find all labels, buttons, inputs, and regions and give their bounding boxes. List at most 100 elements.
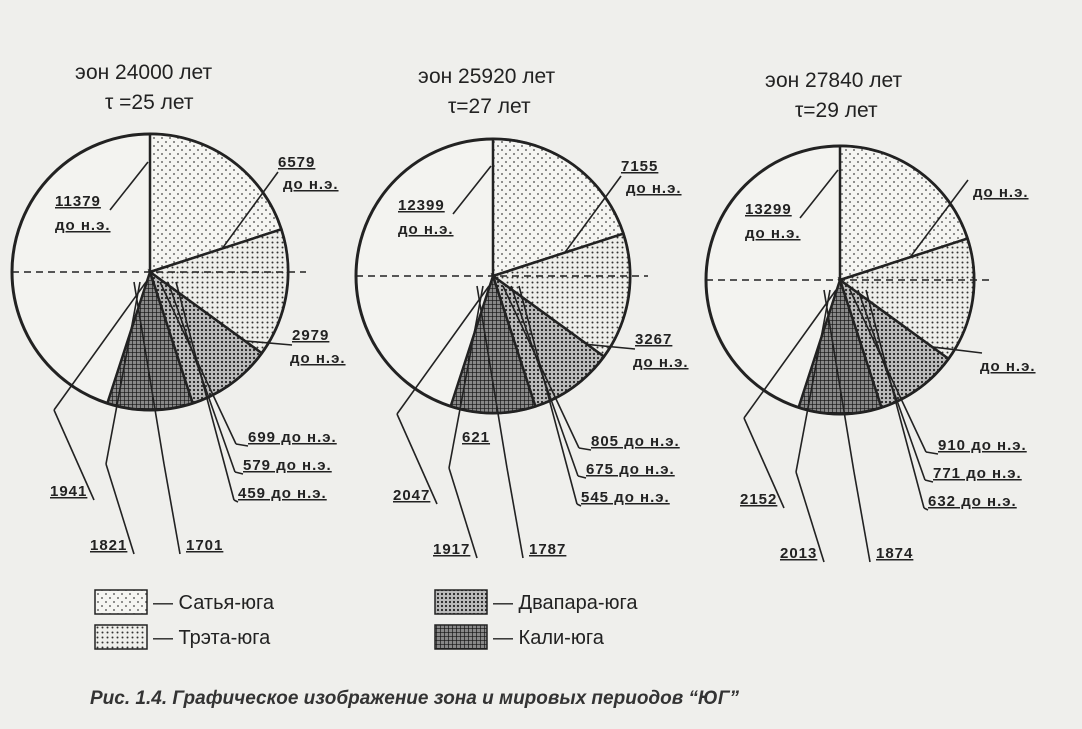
leader-line: [743, 417, 785, 509]
sector: [797, 275, 883, 416]
diagram-title: эон 24000 лет: [75, 61, 213, 84]
leader-line: [577, 475, 587, 479]
sector: [449, 271, 537, 415]
leader-line: [923, 507, 929, 511]
leader-line: [133, 281, 165, 465]
date-label: до н.э.: [290, 350, 346, 367]
date-label: до н.э.: [55, 217, 111, 234]
date-label: 1917: [433, 541, 470, 558]
leader-line: [452, 165, 492, 215]
legend-label: — Кали-юга: [493, 627, 605, 649]
legend-label: — Сатья-юга: [153, 592, 275, 614]
date-label: 12399: [398, 197, 445, 214]
date-label: 699 до н.э.: [248, 429, 337, 446]
date-label: 13299: [745, 201, 792, 218]
leader-line: [823, 289, 855, 473]
date-label: 2152: [740, 491, 777, 508]
legend-label: — Трэта-юга: [153, 627, 271, 649]
date-label: 1941: [50, 483, 87, 500]
date-label: 632 до н.э.: [928, 493, 1017, 510]
leader-line: [234, 471, 244, 475]
leader-line: [476, 285, 508, 469]
leader-line: [795, 289, 831, 473]
leader-line: [578, 447, 592, 451]
sector: [490, 272, 606, 408]
date-label: до н.э.: [633, 354, 689, 371]
leader-line: [235, 443, 249, 447]
date-label: до н.э.: [626, 180, 682, 197]
leader-line: [743, 289, 837, 419]
leader-line: [506, 467, 524, 559]
sector: [838, 144, 970, 282]
date-label: до н.э.: [980, 358, 1036, 375]
leader-line: [564, 175, 622, 254]
leader-line: [587, 343, 636, 350]
leader-line: [925, 451, 939, 455]
diagram-title: эон 27840 лет: [765, 69, 903, 92]
diagram-subtitle: τ =25 лет: [105, 91, 194, 114]
leader-line: [518, 285, 578, 505]
sector: [147, 268, 264, 405]
leader-line: [865, 289, 925, 509]
date-label: до н.э.: [973, 184, 1029, 201]
diagram-title: эон 25920 лет: [418, 65, 556, 88]
date-label: 459 до н.э.: [238, 485, 327, 502]
leader-line: [396, 413, 438, 505]
date-label: 675 до н.э.: [586, 461, 675, 478]
diagram-subtitle: τ=27 лет: [448, 95, 531, 118]
sector: [490, 232, 632, 359]
sector: [837, 276, 951, 410]
date-label: 771 до н.э.: [933, 465, 1022, 482]
date-label: 910 до н.э.: [938, 437, 1027, 454]
caption: Рис. 1.4. Графическое изображение зона и…: [90, 688, 739, 709]
date-label: 621: [462, 429, 490, 446]
date-label: 6579: [278, 154, 315, 171]
leader-line: [163, 463, 181, 555]
leader-line: [932, 346, 983, 354]
date-label: 1787: [529, 541, 566, 558]
leader-line: [175, 281, 235, 501]
legend-swatch: [434, 624, 488, 650]
legend-swatch: [94, 624, 148, 650]
date-label: до н.э.: [398, 221, 454, 238]
date-label: 2013: [780, 545, 817, 562]
date-label: 1701: [186, 537, 223, 554]
leader-line: [853, 471, 871, 563]
date-label: 3267: [635, 331, 672, 348]
date-label: 545 до н.э.: [581, 489, 670, 506]
leader-line: [799, 169, 839, 219]
date-label: 579 до н.э.: [243, 457, 332, 474]
leader-line: [105, 463, 135, 555]
leader-line: [448, 467, 478, 559]
sector: [147, 227, 290, 355]
leader-line: [109, 161, 149, 211]
leader-line: [448, 285, 484, 469]
leader-line: [105, 281, 141, 465]
leader-line: [795, 471, 825, 563]
date-label: 11379: [55, 193, 101, 210]
date-label: 2979: [292, 327, 329, 344]
leader-line: [909, 179, 969, 258]
date-label: до н.э.: [283, 176, 339, 193]
leader-line: [576, 503, 582, 507]
date-label: 805 до н.э.: [591, 433, 680, 450]
leader-line: [53, 409, 95, 501]
date-label: 1874: [876, 545, 913, 562]
date-label: до н.э.: [745, 225, 801, 242]
sector: [105, 267, 195, 412]
legend-label: — Двапара-юга: [493, 592, 638, 614]
date-label: 7155: [621, 158, 658, 175]
leader-line: [221, 171, 279, 250]
sector: [491, 137, 625, 278]
diagram-subtitle: τ=29 лет: [795, 99, 878, 122]
legend-swatch: [434, 589, 488, 615]
leader-line: [924, 479, 934, 483]
leader-line: [53, 281, 147, 411]
leader-line: [244, 340, 293, 346]
sector: [148, 132, 283, 274]
date-label: 1821: [90, 537, 127, 554]
legend-swatch: [94, 589, 148, 615]
leader-line: [233, 499, 239, 503]
sector: [837, 237, 976, 361]
